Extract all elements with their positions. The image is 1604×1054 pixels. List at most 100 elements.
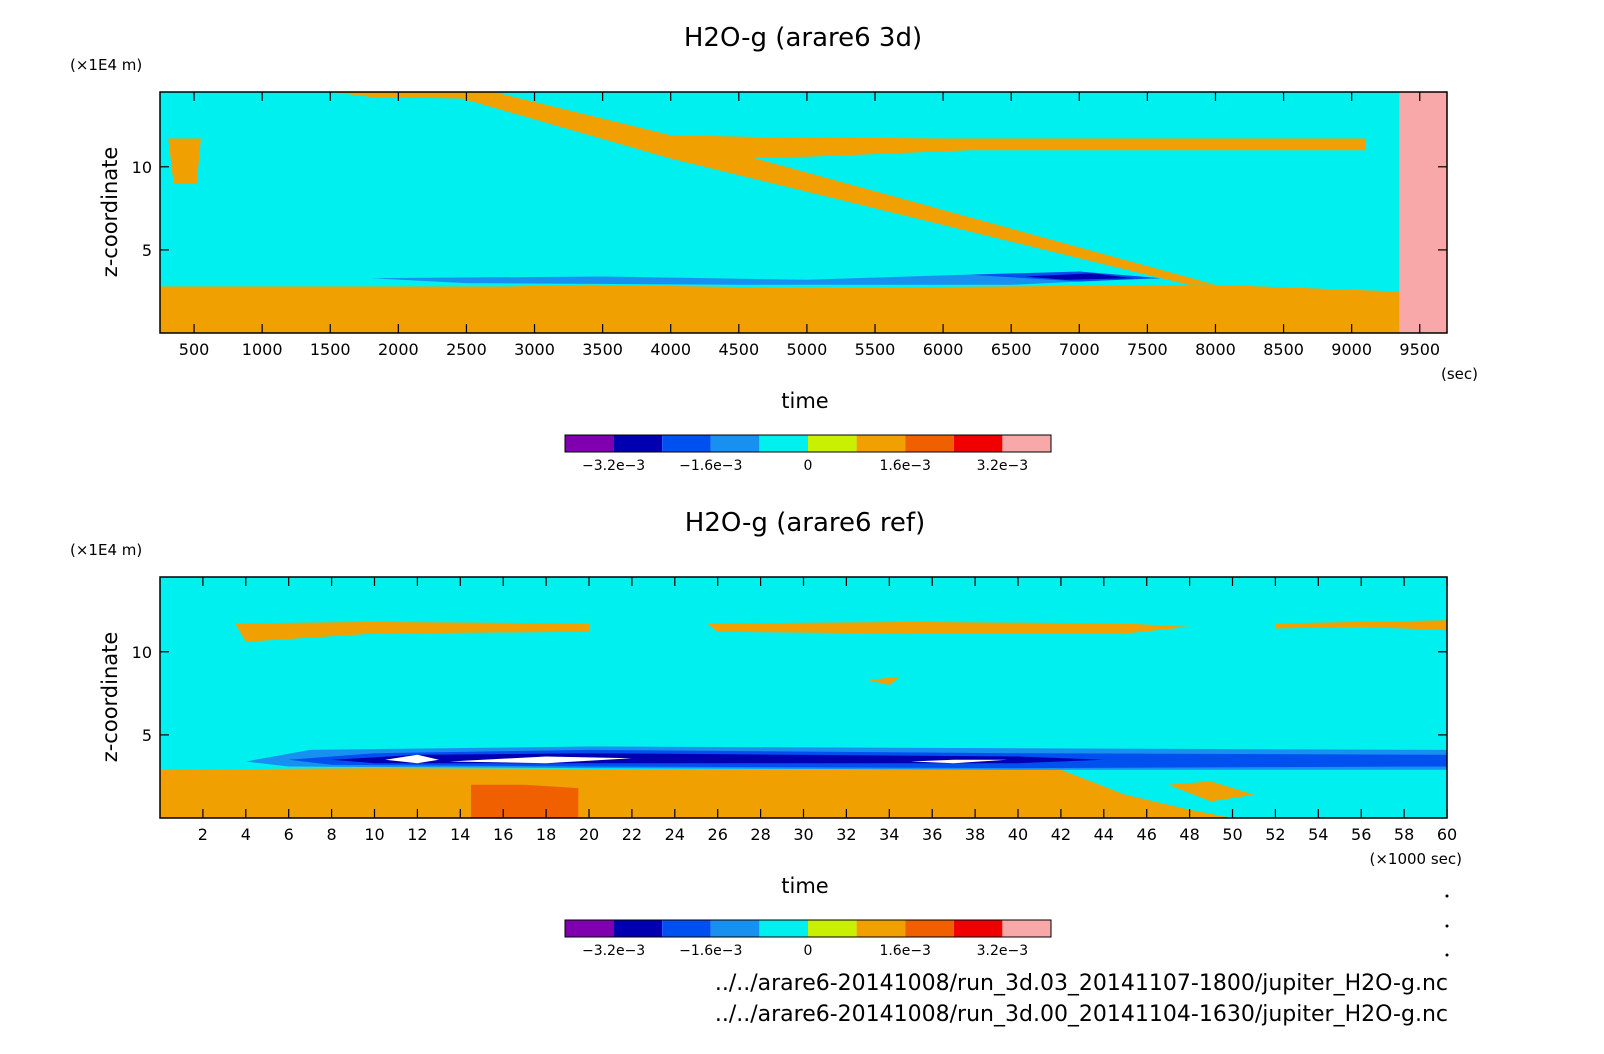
- colorbar-swatch: [662, 435, 711, 452]
- x-tick-label: 7000: [1059, 340, 1100, 359]
- x-tick-label: 12: [407, 825, 427, 844]
- x-tick-label: 36: [922, 825, 942, 844]
- contour-region: [1024, 273, 1134, 280]
- x-tick-label: 4000: [650, 340, 691, 359]
- x-tick-label: 38: [965, 825, 985, 844]
- x-tick-label: 42: [1051, 825, 1071, 844]
- x-tick-label: 2500: [446, 340, 487, 359]
- colorbar-swatch: [856, 920, 906, 937]
- x-tick-label: 8500: [1263, 340, 1304, 359]
- x-tick-label: 46: [1137, 825, 1157, 844]
- contour-region: [867, 676, 900, 685]
- colorbar-swatch: [905, 435, 954, 452]
- colorbar-swatch: [759, 920, 808, 937]
- x-tick-label: 56: [1351, 825, 1371, 844]
- panel-3d-y-label: z-coordinate: [98, 147, 122, 278]
- panel-ref-y-unit: (×1E4 m): [70, 541, 142, 559]
- x-tick-label: 44: [1094, 825, 1114, 844]
- panel-ref-y-ticks: 5 10: [132, 643, 1447, 745]
- y-tick-label: 10: [132, 643, 152, 662]
- x-tick-label: 40: [1008, 825, 1028, 844]
- contour-region: [371, 273, 1148, 285]
- panel-3d-title: H2O-g (arare6 3d): [684, 23, 922, 53]
- panel-3d-y-ticks: 5 10: [132, 158, 1447, 260]
- contour-region: [1399, 92, 1447, 333]
- colorbar-tick-label: 1.6e−3: [879, 458, 931, 474]
- colorbar-tick-label: −3.2e−3: [582, 943, 645, 959]
- panel-ref-colorbar: −3.2e−3 −1.6e−3 0 1.6e−3 3.2e−3: [564, 919, 1052, 959]
- panel-ref-x-ticks: 2 4 6 8 10 12 14 16 18 20 22 24 26 28 30 32 34 36 38 40 42 44…: [198, 577, 1457, 844]
- colorbar-swatch: [565, 920, 614, 937]
- panel-ref-title: H2O-g (arare6 ref): [685, 508, 925, 538]
- x-tick-label: 10: [364, 825, 384, 844]
- panel-ref-x-unit: (×1000 sec): [1369, 850, 1462, 868]
- contour-region: [1275, 620, 1447, 631]
- x-tick-label: 3500: [582, 340, 623, 359]
- x-tick-label: 58: [1394, 825, 1414, 844]
- colorbar-swatch: [808, 435, 857, 452]
- x-tick-label: 24: [665, 825, 685, 844]
- colorbar-tick-label: 3.2e−3: [977, 943, 1029, 959]
- x-tick-label: 9500: [1399, 340, 1440, 359]
- panel-3d-x-unit: (sec): [1441, 365, 1478, 383]
- colorbar-swatch: [710, 435, 760, 452]
- panel-3d-x-label: time: [781, 389, 828, 413]
- panel-3d-colorbar: −3.2e−3 −1.6e−3 0 1.6e−3 3.2e−3: [564, 434, 1052, 474]
- panel-3d-plot-area: [160, 92, 1447, 333]
- colorbar-tick-label: 0: [804, 943, 813, 959]
- contour-region: [1168, 781, 1254, 802]
- panel-ref-y-label: z-coordinate: [98, 632, 122, 763]
- x-tick-label: 6: [284, 825, 294, 844]
- panel-ref: H2O-g (arare6 ref) (×1E4 m) 2 4 6 8 10 12 14 16…: [70, 508, 1462, 959]
- x-tick-label: 14: [450, 825, 470, 844]
- colorbar-swatch: [1002, 920, 1051, 937]
- colorbar-swatch: [759, 435, 808, 452]
- contour-region: [168, 138, 201, 184]
- file-path-2: ../../arare6-20141008/run_3d.00_20141104…: [715, 1002, 1448, 1027]
- colorbar-swatch: [662, 920, 711, 937]
- x-tick-label: 2: [198, 825, 208, 844]
- panel-ref-x-label: time: [781, 874, 828, 898]
- y-tick-label: 5: [142, 726, 152, 745]
- x-tick-label: 4: [241, 825, 251, 844]
- panel-3d-y-unit: (×1E4 m): [70, 56, 142, 74]
- contour-region: [707, 621, 1190, 634]
- contour-region: [449, 756, 632, 764]
- panel-3d: H2O-g (arare6 3d) (×1E4 m) 500 1000 1500 20…: [70, 23, 1478, 474]
- x-tick-label: 20: [579, 825, 599, 844]
- contour-region: [385, 754, 439, 764]
- x-tick-label: 50: [1222, 825, 1242, 844]
- stray-dot: [1445, 894, 1449, 898]
- y-tick-label: 10: [132, 158, 152, 177]
- y-tick-label: 5: [142, 241, 152, 260]
- stray-dot: [1445, 953, 1449, 957]
- x-tick-label: 22: [622, 825, 642, 844]
- x-tick-label: 48: [1179, 825, 1199, 844]
- colorbar-swatch: [953, 920, 1003, 937]
- x-tick-label: 54: [1308, 825, 1328, 844]
- colorbar-frame: [564, 434, 1052, 453]
- colorbar-tick-label: 1.6e−3: [879, 943, 931, 959]
- panel-ref-plot-area: [160, 577, 1447, 818]
- x-tick-label: 30: [793, 825, 813, 844]
- x-tick-label: 7500: [1127, 340, 1168, 359]
- x-tick-label: 4500: [718, 340, 759, 359]
- contour-region: [160, 284, 1400, 333]
- colorbar-tick-label: 3.2e−3: [977, 458, 1029, 474]
- colorbar-tick-label: −1.6e−3: [679, 458, 742, 474]
- colorbar-tick-label: 0: [804, 458, 813, 474]
- contour-region: [330, 92, 494, 99]
- colorbar-frame: [564, 919, 1052, 938]
- x-tick-label: 500: [179, 340, 210, 359]
- x-tick-label: 5500: [855, 340, 896, 359]
- x-tick-label: 6000: [923, 340, 964, 359]
- colorbar-tick-label: −3.2e−3: [582, 458, 645, 474]
- colorbar-swatch: [1002, 435, 1051, 452]
- contour-region: [471, 784, 579, 818]
- x-tick-label: 18: [536, 825, 556, 844]
- contour-region: [670, 135, 1366, 159]
- x-tick-label: 26: [708, 825, 728, 844]
- x-tick-label: 3000: [514, 340, 555, 359]
- stray-dot: [1445, 924, 1449, 928]
- colorbar-swatch: [613, 920, 663, 937]
